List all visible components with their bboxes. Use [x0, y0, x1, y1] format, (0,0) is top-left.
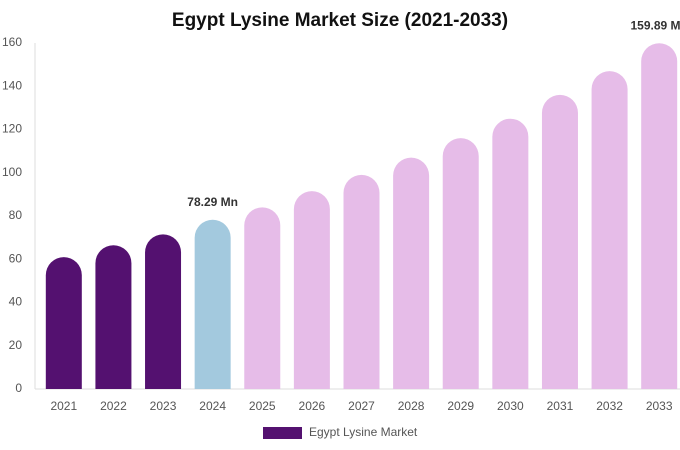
y-tick-label: 40 [9, 295, 23, 309]
bar [442, 138, 479, 389]
bar [591, 71, 628, 390]
x-tick-label: 2027 [348, 399, 375, 413]
x-tick-label: 2022 [100, 399, 127, 413]
x-tick-label: 2026 [299, 399, 326, 413]
x-tick-label: 2031 [547, 399, 574, 413]
value-label: 78.29 Mn [187, 195, 238, 209]
y-tick-label: 160 [2, 35, 22, 49]
bar [45, 257, 82, 389]
bar [145, 234, 182, 389]
x-tick-label: 2025 [249, 399, 276, 413]
y-tick-label: 140 [2, 78, 22, 92]
bar [343, 174, 380, 389]
bar [244, 207, 281, 389]
x-tick-label: 2029 [447, 399, 474, 413]
legend-swatch [263, 427, 302, 439]
x-tick-label: 2032 [596, 399, 623, 413]
x-tick-label: 2028 [398, 399, 425, 413]
bar [641, 43, 678, 389]
y-tick-label: 100 [2, 165, 22, 179]
legend-label: Egypt Lysine Market [309, 425, 418, 439]
bar [393, 157, 430, 389]
bar [492, 118, 529, 389]
y-tick-label: 80 [9, 208, 23, 222]
chart-title: Egypt Lysine Market Size (2021-2033) [172, 10, 508, 31]
y-tick-label: 0 [15, 381, 22, 395]
y-tick-label: 120 [2, 122, 22, 136]
x-tick-label: 2024 [199, 399, 226, 413]
x-tick-label: 2033 [646, 399, 673, 413]
bar [541, 94, 578, 389]
y-tick-label: 60 [9, 251, 23, 265]
value-label: 159.89 Mn [631, 18, 680, 32]
bar [293, 191, 330, 389]
x-tick-label: 2023 [150, 399, 177, 413]
x-tick-label: 2021 [50, 399, 77, 413]
bar [95, 245, 132, 389]
y-tick-label: 20 [9, 338, 23, 352]
bar [194, 219, 231, 389]
x-tick-label: 2030 [497, 399, 524, 413]
